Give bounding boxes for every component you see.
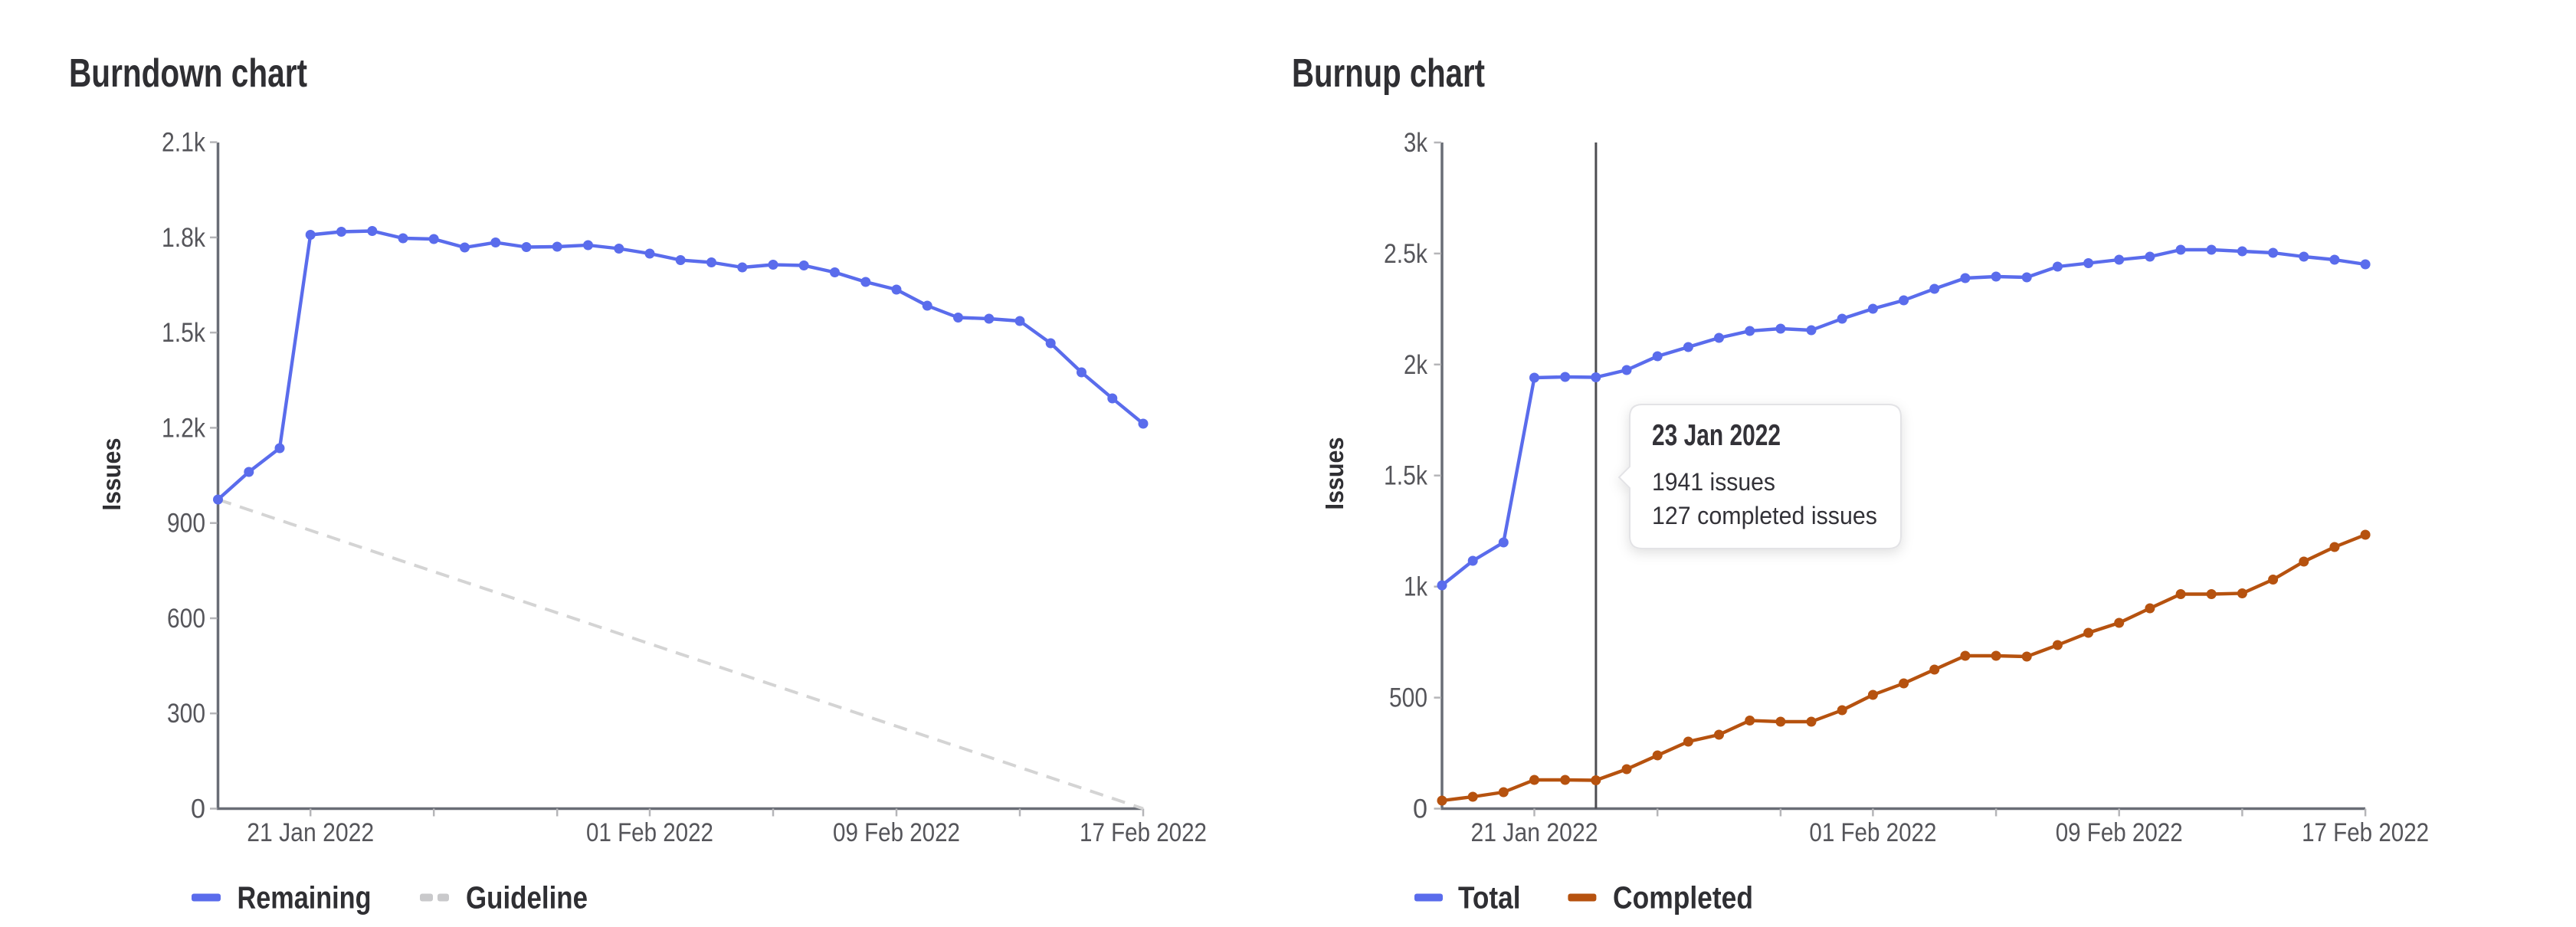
svg-text:Issues: Issues <box>1320 437 1349 510</box>
svg-text:3k: 3k <box>1404 128 1427 158</box>
svg-text:1.5k: 1.5k <box>1384 461 1427 491</box>
svg-text:1.2k: 1.2k <box>162 413 205 443</box>
svg-text:09 Feb 2022: 09 Feb 2022 <box>833 818 960 847</box>
svg-text:23 Jan 2022: 23 Jan 2022 <box>1652 419 1781 452</box>
svg-text:1k: 1k <box>1404 572 1427 602</box>
svg-text:2.5k: 2.5k <box>1384 239 1427 269</box>
svg-text:600: 600 <box>167 604 205 634</box>
svg-text:01 Feb 2022: 01 Feb 2022 <box>1809 818 1936 847</box>
svg-text:300: 300 <box>167 699 205 729</box>
svg-text:Burnup chart: Burnup chart <box>1292 51 1485 96</box>
svg-text:0: 0 <box>191 794 205 824</box>
svg-text:09 Feb 2022: 09 Feb 2022 <box>2056 818 2183 847</box>
svg-text:Remaining: Remaining <box>238 880 372 916</box>
svg-text:1941 issues: 1941 issues <box>1652 468 1775 496</box>
svg-text:17 Feb 2022: 17 Feb 2022 <box>1080 818 1207 847</box>
svg-text:Total: Total <box>1458 880 1521 916</box>
svg-text:2.1k: 2.1k <box>162 128 205 158</box>
svg-text:1.8k: 1.8k <box>162 223 205 253</box>
svg-text:900: 900 <box>167 509 205 539</box>
svg-text:2k: 2k <box>1404 350 1427 380</box>
svg-text:127 completed issues: 127 completed issues <box>1652 502 1877 529</box>
svg-text:21 Jan 2022: 21 Jan 2022 <box>247 818 374 847</box>
svg-text:1.5k: 1.5k <box>162 318 205 348</box>
svg-text:Burndown chart: Burndown chart <box>69 51 307 96</box>
svg-text:Guideline: Guideline <box>466 880 588 916</box>
svg-text:Completed: Completed <box>1613 880 1753 916</box>
svg-text:500: 500 <box>1389 683 1427 713</box>
svg-text:01 Feb 2022: 01 Feb 2022 <box>586 818 713 847</box>
svg-text:21 Jan 2022: 21 Jan 2022 <box>1471 818 1598 847</box>
svg-text:Issues: Issues <box>97 438 126 511</box>
svg-text:17 Feb 2022: 17 Feb 2022 <box>2302 818 2429 847</box>
svg-text:0: 0 <box>1413 794 1427 824</box>
